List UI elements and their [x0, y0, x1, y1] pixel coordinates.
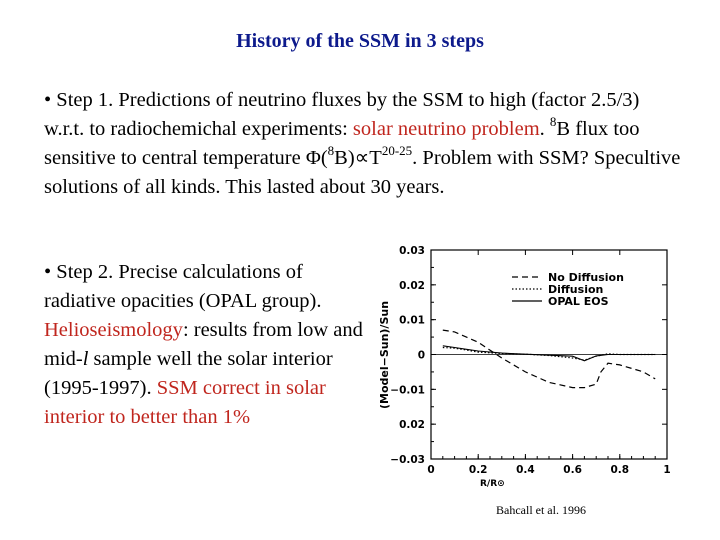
- isotope-8: 8: [549, 114, 557, 130]
- step1-text-e: B flux too sensitive to central temperat…: [44, 118, 640, 169]
- step2-text: • Step 2. Precise calculations of radiat…: [44, 258, 364, 432]
- y-tick-label: 0.02: [399, 280, 425, 292]
- solar-neutrino-problem: solar neutrino problem: [352, 118, 540, 140]
- y-tick-label: −0.03: [390, 454, 425, 466]
- x-tick-label: 0: [427, 464, 434, 476]
- legend-label: No Diffusion: [548, 271, 624, 284]
- step2-text-c: : results from low and mid-: [44, 319, 363, 370]
- legend-label: Diffusion: [548, 283, 603, 296]
- legend-label: OPAL EOS: [548, 295, 609, 308]
- step1-text-a: • Step 1. Predictions of neutrino fluxes…: [44, 89, 640, 140]
- y-tick-label: 0.02: [399, 419, 425, 431]
- helioseismology: Helioseismology: [44, 319, 183, 341]
- step1-text: • Step 1. Predictions of neutrino fluxes…: [44, 86, 684, 202]
- y-tick-label: 0.03: [399, 245, 425, 257]
- step1-text-c: .: [539, 118, 550, 140]
- slide-title: History of the SSM in 3 steps: [236, 30, 484, 52]
- step1-text-i: . Problem with SSM? Specultive solutions…: [44, 147, 681, 198]
- y-tick-label: 0: [418, 350, 425, 362]
- y-axis-label: (Model−Sun)/Sun: [378, 301, 391, 409]
- x-axis-label: R/R⊙: [480, 479, 505, 489]
- x-tick-label: 0.6: [563, 464, 582, 476]
- ssm-correct-statement: SSM correct in solar interior to better …: [44, 377, 326, 428]
- x-tick-label: 0.4: [516, 464, 535, 476]
- series-line-diffusion: [442, 346, 656, 361]
- isotope-8b: 8: [327, 143, 335, 159]
- series-line-no-diffusion: [442, 329, 656, 389]
- chart-axes: 0.030.020.010−0.010.02−0.030 0.2 0.4 0.6 0.8…: [390, 245, 670, 476]
- temperature-exponent: 20-25: [381, 143, 413, 159]
- y-tick-label: −0.01: [390, 384, 425, 396]
- citation: Bahcall et al. 1996: [496, 503, 586, 517]
- chart-series: [442, 329, 656, 389]
- x-tick-label: 0.2: [469, 464, 488, 476]
- x-tick-label: 1: [663, 464, 670, 476]
- step2-text-e: sample well the solar interior (1995-199…: [44, 348, 333, 399]
- x-tick-label: 0.8: [610, 464, 629, 476]
- y-tick-label: 0.01: [399, 315, 425, 327]
- l-symbol: l: [82, 348, 89, 370]
- series-line-opal-eos: [442, 345, 656, 362]
- step1-text-g: B)∝T: [334, 147, 382, 169]
- step2-text-a: • Step 2. Precise calculations of radiat…: [44, 261, 322, 312]
